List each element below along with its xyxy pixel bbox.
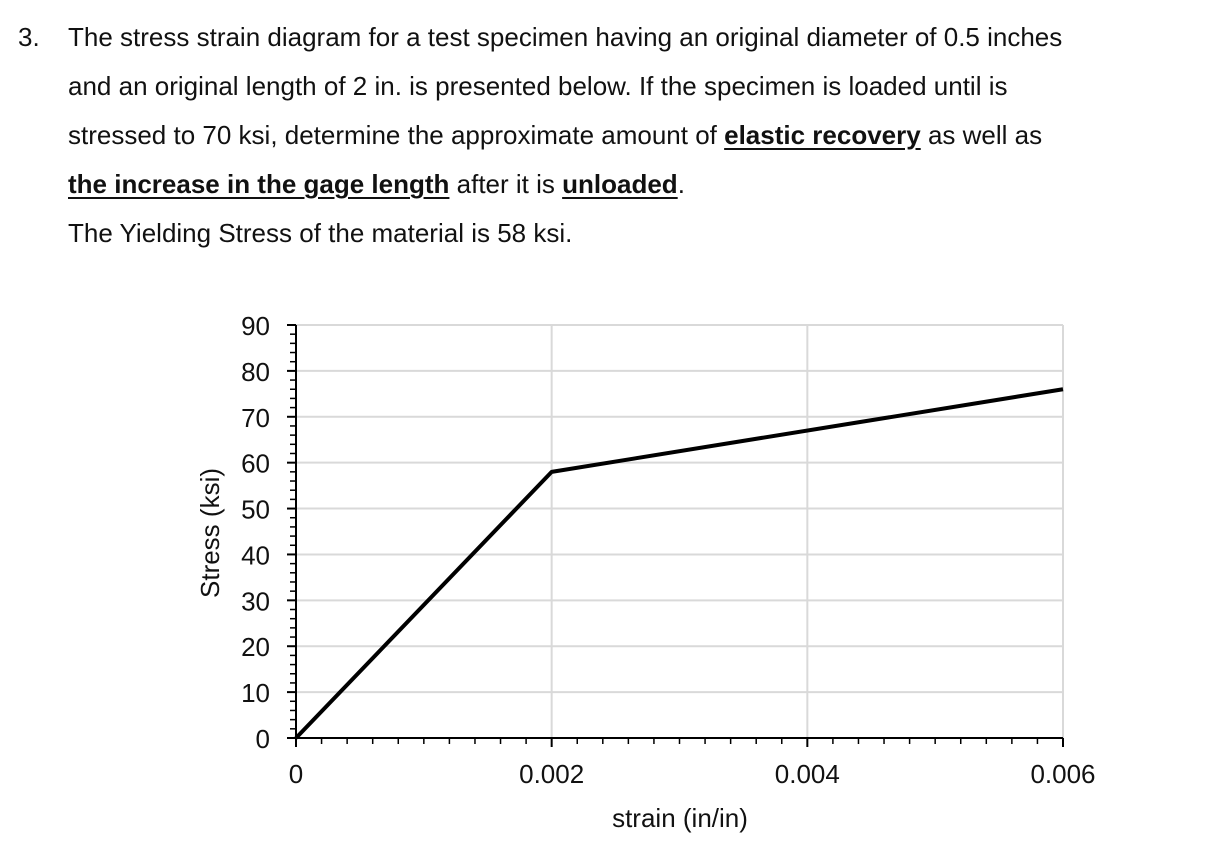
stress-strain-curve <box>294 387 1064 740</box>
elastic-recovery-emphasis: elastic recovery <box>724 120 921 150</box>
problem-text-3a: stressed to 70 ksi, determine the approx… <box>68 120 725 150</box>
grid-lines <box>296 324 1064 738</box>
problem-text-2: and an original length of 2 in. is prese… <box>68 71 1008 101</box>
x-tick-label: 0 <box>289 759 303 789</box>
problem-line-4: the increase in the gage length after it… <box>68 169 685 200</box>
y-tick-label: 0 <box>256 724 270 754</box>
x-tick-label: 0.004 <box>775 759 840 789</box>
problem-line-3: stressed to 70 ksi, determine the approx… <box>68 120 1042 151</box>
problem-text-4b: after it is <box>449 169 563 199</box>
problem-line-1: The stress strain diagram for a test spe… <box>68 22 1062 53</box>
tick-labels: 0 10 20 30 40 50 60 70 80 90 0 0.002 0.004 0.006 <box>241 311 1095 789</box>
x-axis-label: strain (in/in) <box>612 803 748 833</box>
y-tick-label: 70 <box>241 403 270 433</box>
y-tick-label: 50 <box>241 495 270 525</box>
y-tick-label: 60 <box>241 449 270 479</box>
problem-number: 3. <box>18 22 40 52</box>
y-tick-label: 20 <box>241 632 270 662</box>
series-layer <box>294 387 1064 740</box>
problem-text-3c: as well as <box>920 120 1043 150</box>
problem-line-5: The Yielding Stress of the material is 5… <box>68 218 572 249</box>
problem-text-4d: . <box>677 169 685 199</box>
y-tick-label: 10 <box>241 678 270 708</box>
y-tick-label: 90 <box>241 311 270 341</box>
y-tick-label: 80 <box>241 357 270 387</box>
unloaded-emphasis: unloaded <box>562 169 678 199</box>
axes <box>287 324 1064 747</box>
problem-text-1: The stress strain diagram for a test spe… <box>68 22 1063 52</box>
y-axis-label: Stress (ksi) <box>195 468 225 598</box>
problem-text-5: The Yielding Stress of the material is 5… <box>68 218 573 248</box>
gage-length-emphasis: the increase in the gage length <box>68 169 450 199</box>
y-tick-label: 30 <box>241 586 270 616</box>
x-tick-label: 0.002 <box>519 759 584 789</box>
x-tick-label: 0.006 <box>1030 759 1095 789</box>
y-tick-label: 40 <box>241 540 270 570</box>
problem-line-2: and an original length of 2 in. is prese… <box>68 71 1007 102</box>
